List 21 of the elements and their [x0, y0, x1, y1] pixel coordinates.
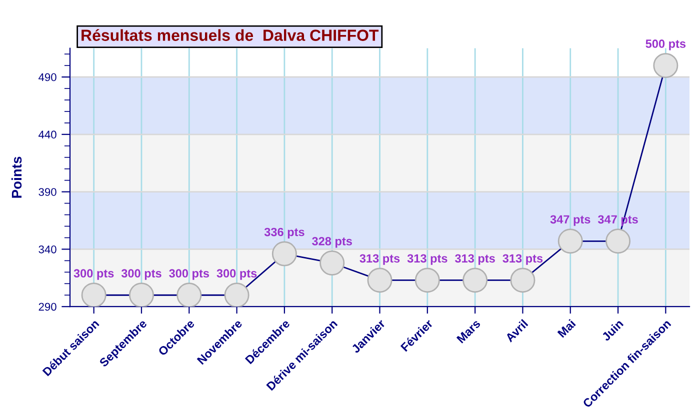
x-tick-label: Juin: [600, 318, 624, 342]
data-label: 347 pts: [550, 215, 590, 226]
data-label: 313 pts: [502, 254, 543, 265]
y-tick-label: 290: [38, 302, 56, 311]
data-label: 300 pts: [216, 269, 257, 280]
data-label: 300 pts: [121, 269, 162, 280]
y-tick-label: 490: [38, 73, 56, 82]
y-tick-label: 440: [38, 130, 56, 139]
y-tick-label: 390: [38, 188, 56, 196]
chart-title: Résultats mensuels de Dalva CHIFFOT: [82, 29, 379, 41]
data-label: 313 pts: [360, 254, 400, 265]
y-axis-title: Points: [11, 156, 22, 198]
data-label: 500 pts: [646, 40, 686, 50]
data-label: 328 pts: [312, 237, 352, 248]
data-label: 300 pts: [169, 269, 209, 280]
data-label: 300 pts: [74, 269, 114, 280]
y-tick-label: 340: [38, 245, 56, 254]
data-label: 313 pts: [407, 254, 448, 265]
data-label: 336 pts: [264, 228, 304, 239]
x-tick-label: Mai: [557, 318, 576, 338]
data-label: 313 pts: [454, 254, 495, 265]
